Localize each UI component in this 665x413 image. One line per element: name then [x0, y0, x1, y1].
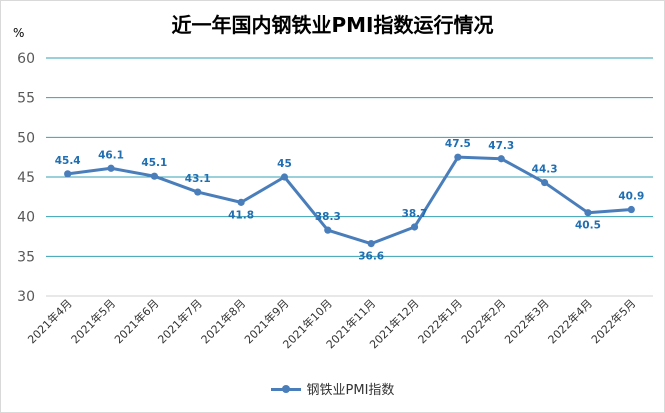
data-point	[280, 173, 289, 181]
y-tick-label: 45	[17, 170, 35, 186]
legend-label: 钢铁业PMI指数	[306, 383, 395, 398]
y-tick-label: 35	[17, 249, 35, 265]
line-chart-plot: 303540455055602021年4月2021年5月2021年6月2021年…	[17, 51, 653, 351]
x-tick-label: 2022年4月	[545, 296, 595, 346]
x-tick-label: 2021年7月	[155, 296, 205, 346]
x-tick-label: 2022年5月	[588, 296, 638, 346]
data-label: 45.4	[55, 155, 81, 167]
data-point	[541, 178, 549, 187]
data-point	[237, 198, 245, 206]
data-label: 47.3	[488, 140, 514, 152]
data-point	[107, 164, 115, 172]
legend-line-marker-icon	[270, 383, 301, 395]
x-tick-label: 2022年1月	[415, 296, 465, 346]
data-point	[150, 172, 158, 180]
data-point	[324, 226, 332, 234]
x-tick-label: 2021年6月	[111, 296, 161, 346]
x-tick-label: 2022年2月	[458, 296, 508, 346]
x-tick-label: 2021年8月	[198, 296, 248, 346]
data-label: 38.7	[402, 208, 428, 220]
data-point	[454, 153, 462, 161]
data-label: 38.3	[315, 211, 341, 223]
y-tick-label: 60	[17, 51, 35, 67]
series-line	[66, 155, 633, 246]
data-point	[64, 170, 72, 178]
data-label: 43.1	[185, 173, 211, 185]
x-tick-label: 2021年5月	[68, 296, 118, 346]
y-tick-label: 30	[17, 289, 35, 305]
data-label: 46.1	[98, 149, 124, 161]
data-point	[627, 205, 635, 214]
chart-title: 近一年国内钢铁业PMI指数运行情况	[171, 13, 494, 37]
data-label: 36.6	[358, 251, 384, 263]
y-unit-label: %	[13, 26, 25, 40]
data-label: 44.3	[532, 164, 558, 176]
data-point	[194, 188, 202, 196]
legend-item: 钢铁业PMI指数	[270, 379, 395, 398]
data-point	[584, 209, 592, 217]
data-label: 47.5	[445, 138, 471, 150]
data-point	[367, 240, 375, 248]
data-label: 41.8	[228, 209, 254, 221]
y-tick-label: 50	[17, 130, 35, 146]
data-label: 45.1	[141, 157, 167, 169]
data-label: 40.5	[575, 220, 601, 232]
legend: 钢铁业PMI指数	[1, 379, 664, 399]
y-tick-label: 40	[17, 210, 35, 226]
data-label: 45	[277, 158, 292, 170]
y-tick-label: 55	[17, 91, 35, 107]
data-point	[410, 223, 419, 231]
x-tick-label: 2022年3月	[502, 296, 552, 346]
data-point	[497, 155, 505, 163]
data-label: 40.9	[618, 191, 644, 203]
